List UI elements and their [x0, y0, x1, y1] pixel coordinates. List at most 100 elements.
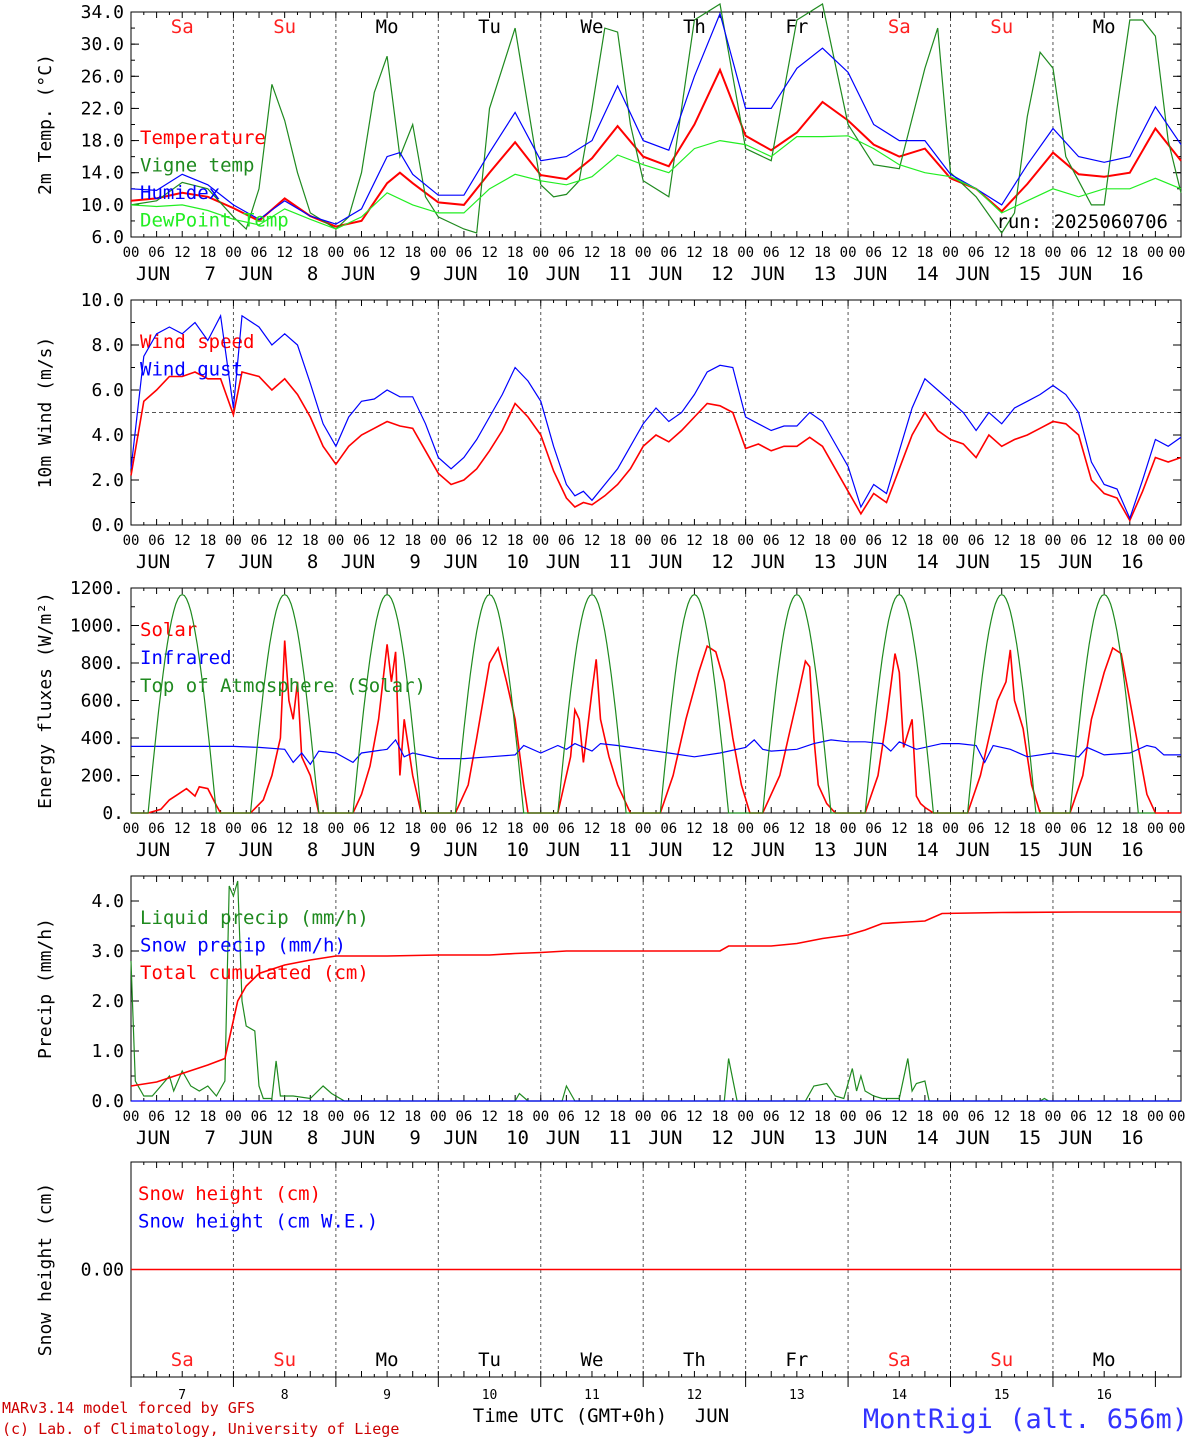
hour-tick-label: 18: [199, 245, 216, 261]
date-month-label: JUN: [546, 1127, 580, 1149]
hour-tick-label: 00: [635, 821, 652, 837]
date-month-label: JUN: [751, 1127, 785, 1149]
weekday-label: Su: [990, 1349, 1013, 1371]
bottom-date-label: 16: [1096, 1388, 1112, 1403]
date-day-label: 12: [711, 1127, 734, 1149]
hour-tick-label: 06: [763, 245, 780, 261]
hour-tick-label: 18: [916, 821, 933, 837]
hour-tick-label: 12: [174, 533, 191, 549]
y-tick-label: 10.0: [81, 290, 124, 311]
hour-tick-label: 12: [379, 821, 396, 837]
hour-tick-label: 06: [455, 533, 472, 549]
date-month-label: JUN: [751, 839, 785, 861]
date-month-label: JUN: [751, 551, 785, 573]
hour-tick-label: 12: [788, 821, 805, 837]
weekday-label: Tu: [478, 1349, 501, 1371]
hour-tick-label: 00: [1169, 821, 1186, 837]
hour-tick-label: 12: [379, 245, 396, 261]
series-line-liquid-precip-mm-h: [130, 880, 1181, 1102]
y-tick-label: 18.0: [81, 131, 124, 152]
date-month-label: JUN: [546, 551, 580, 573]
bottom-date-label: 12: [687, 1388, 703, 1403]
date-day-label: 13: [813, 839, 836, 861]
hour-tick-label: 06: [968, 1109, 985, 1125]
date-day-label: 13: [813, 263, 836, 285]
date-day-label: 16: [1121, 839, 1144, 861]
hour-tick-label: 18: [1019, 245, 1036, 261]
hour-tick-label: 06: [558, 821, 575, 837]
date-day-label: 14: [916, 1127, 939, 1149]
hour-tick-label: 00: [225, 533, 242, 549]
y-tick-label: 0.: [102, 803, 124, 824]
y-tick-label: 200.: [81, 766, 124, 787]
hour-tick-label: 18: [199, 533, 216, 549]
date-day-label: 11: [609, 551, 632, 573]
y-tick-label: 800.: [81, 653, 124, 674]
date-day-label: 11: [609, 839, 632, 861]
weekday-label: Sa: [888, 1349, 911, 1371]
date-month-label: JUN: [955, 839, 989, 861]
hour-tick-label: 18: [814, 1109, 831, 1125]
hour-tick-label: 18: [507, 245, 524, 261]
run-label: run: 2025060706: [996, 211, 1168, 233]
weekday-label: Mo: [1093, 16, 1116, 38]
hour-tick-label: 12: [174, 1109, 191, 1125]
legend-entry: Snow precip (mm/h): [140, 935, 346, 957]
date-day-label: 10: [506, 551, 529, 573]
hour-tick-label: 00: [430, 821, 447, 837]
y-tick-label: 0.0: [91, 1091, 124, 1112]
date-month-label: JUN: [238, 263, 272, 285]
hour-tick-label: 06: [763, 1109, 780, 1125]
hour-tick-label: 06: [251, 533, 268, 549]
date-month-label: JUN: [238, 1127, 272, 1149]
hour-tick-label: 00: [635, 1109, 652, 1125]
date-day-label: 7: [204, 1127, 215, 1149]
date-day-label: 8: [307, 1127, 318, 1149]
legend-entry: Snow height (cm): [138, 1183, 321, 1205]
hour-tick-label: 18: [507, 821, 524, 837]
weekday-label: Mo: [376, 1349, 399, 1371]
hour-tick-label: 00: [635, 533, 652, 549]
y-tick-label: 4.0: [91, 425, 124, 446]
date-month-label: JUN: [341, 551, 375, 573]
hour-tick-label: 06: [865, 1109, 882, 1125]
hour-tick-label: 12: [584, 533, 601, 549]
date-day-label: 15: [1018, 263, 1041, 285]
date-day-label: 14: [916, 263, 939, 285]
date-month-label: JUN: [546, 263, 580, 285]
date-day-label: 12: [711, 263, 734, 285]
date-day-label: 7: [204, 263, 215, 285]
series-line-total-cumulated-cm: [130, 911, 1181, 1087]
date-day-label: 11: [609, 1127, 632, 1149]
legend-entry: Snow height (cm W.E.): [138, 1211, 378, 1233]
hour-tick-label: 00: [635, 245, 652, 261]
hour-tick-label: 06: [660, 1109, 677, 1125]
hour-tick-label: 18: [609, 821, 626, 837]
hour-tick-label: 12: [276, 821, 293, 837]
date-day-label: 16: [1121, 1127, 1144, 1149]
y-tick-label: 22.0: [81, 98, 124, 119]
date-month-label: JUN: [238, 839, 272, 861]
y-tick-label: 0.00: [81, 1260, 124, 1281]
hour-tick-label: 00: [942, 245, 959, 261]
y-tick-label: 2.0: [91, 991, 124, 1012]
hour-tick-label: 12: [891, 533, 908, 549]
y-tick-label: 6.0: [91, 227, 124, 248]
hour-tick-label: 00: [1147, 533, 1164, 549]
hour-tick-label: 00: [840, 533, 857, 549]
hour-tick-label: 12: [276, 245, 293, 261]
hour-tick-label: 18: [1121, 245, 1138, 261]
hour-tick-label: 12: [1096, 821, 1113, 837]
date-day-label: 15: [1018, 839, 1041, 861]
energy-panel: 0. 200. 400. 600. 800. 1000. 1200. Energy fluxe…: [35, 578, 1185, 861]
hour-tick-label: 12: [174, 245, 191, 261]
hour-tick-label: 00: [123, 1109, 140, 1125]
y-tick-label: 400.: [81, 728, 124, 749]
series-line-wind-gust: [130, 313, 1182, 520]
date-month-label: JUN: [1058, 839, 1092, 861]
hour-tick-label: 00: [942, 821, 959, 837]
credit-line-1: MARv3.14 model forced by GFS: [2, 1399, 255, 1417]
hour-tick-label: 00: [532, 1109, 549, 1125]
date-month-label: JUN: [341, 1127, 375, 1149]
hour-tick-label: 18: [199, 1109, 216, 1125]
